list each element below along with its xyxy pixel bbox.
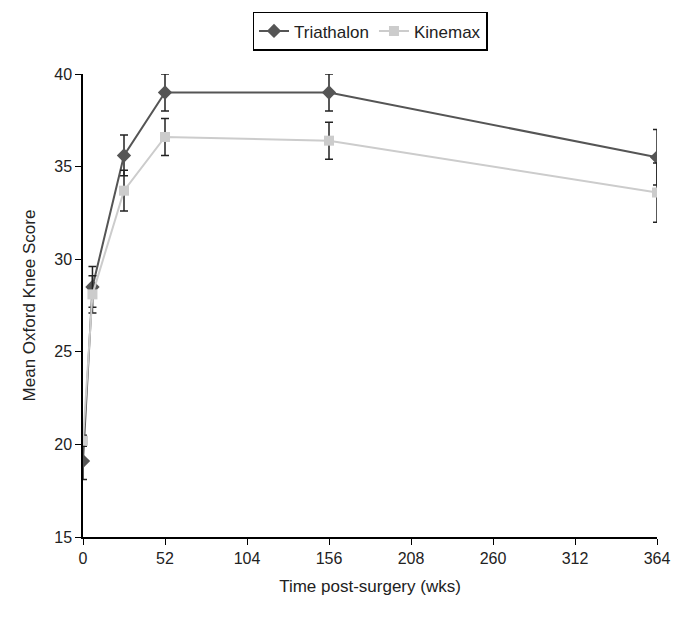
svg-text:Mean Oxford Knee Score: Mean Oxford Knee Score [20,210,39,402]
svg-text:364: 364 [644,550,671,567]
svg-text:Triathalon: Triathalon [294,23,369,42]
svg-text:Time post-surgery (wks): Time post-surgery (wks) [279,577,461,596]
svg-text:40: 40 [54,66,72,83]
svg-text:208: 208 [398,550,425,567]
svg-text:25: 25 [54,343,72,360]
svg-text:52: 52 [156,550,174,567]
svg-text:15: 15 [54,529,72,546]
svg-text:104: 104 [234,550,261,567]
svg-text:260: 260 [480,550,507,567]
svg-text:156: 156 [316,550,343,567]
svg-text:30: 30 [54,251,72,268]
svg-text:0: 0 [79,550,88,567]
svg-text:312: 312 [562,550,589,567]
svg-text:20: 20 [54,436,72,453]
svg-text:35: 35 [54,158,72,175]
svg-text:Kinemax: Kinemax [414,23,481,42]
